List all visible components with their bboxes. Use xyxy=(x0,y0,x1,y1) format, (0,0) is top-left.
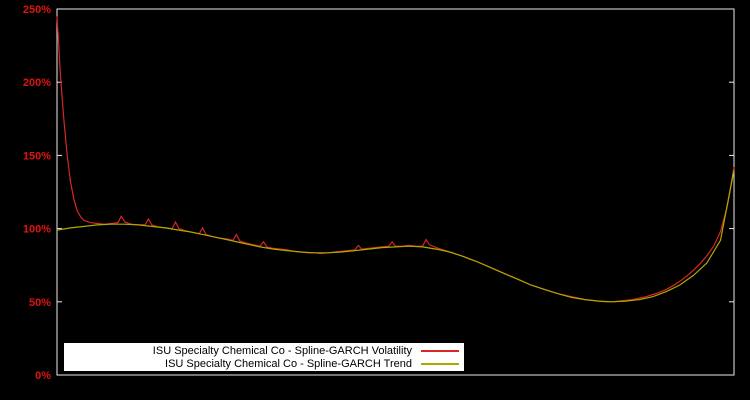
svg-text:150%: 150% xyxy=(23,150,51,162)
trend-line xyxy=(56,169,735,303)
legend-label-volatility: ISU Specialty Chemical Co - Spline-GARCH… xyxy=(152,344,412,357)
svg-text:50%: 50% xyxy=(29,297,51,309)
svg-text:250%: 250% xyxy=(23,4,51,16)
legend-line-sample-trend xyxy=(421,362,459,365)
legend-line-sample-volatility xyxy=(421,349,459,352)
svg-text:100%: 100% xyxy=(23,224,51,236)
legend-item-trend: ISU Specialty Chemical Co - Spline-GARCH… xyxy=(69,357,459,370)
legend-label-trend: ISU Specialty Chemical Co - Spline-GARCH… xyxy=(165,357,412,370)
y-axis-tick-labels: 0% 50% 100% 150% 200% 250% xyxy=(23,4,51,382)
plot-frame xyxy=(56,8,735,376)
legend: ISU Specialty Chemical Co - Spline-GARCH… xyxy=(64,343,464,371)
legend-item-volatility: ISU Specialty Chemical Co - Spline-GARCH… xyxy=(69,344,459,357)
svg-text:200%: 200% xyxy=(23,77,51,89)
axis-tick-marks xyxy=(57,8,734,376)
svg-text:0%: 0% xyxy=(35,370,51,382)
